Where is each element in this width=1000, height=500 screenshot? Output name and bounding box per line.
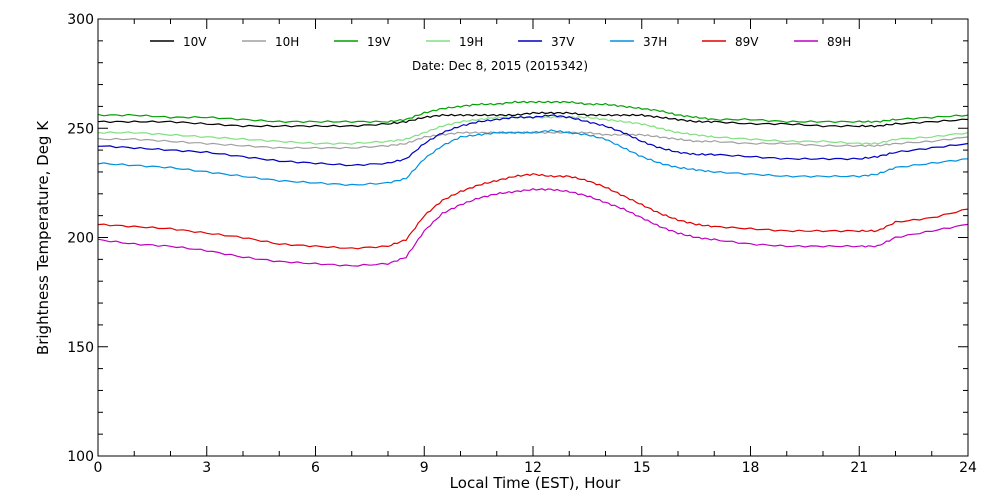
y-axis-title: Brightness Temperature, Deg K <box>34 120 52 355</box>
legend-label-37h: 37H <box>643 35 667 49</box>
legend-label-89v: 89V <box>735 35 759 49</box>
series-line-37v <box>97 114 969 167</box>
x-axis-title: Local Time (EST), Hour <box>450 474 621 492</box>
legend-label-10h: 10H <box>275 35 299 49</box>
legend-label-19v: 19V <box>367 35 391 49</box>
y-tick-label: 250 <box>67 121 94 137</box>
x-tick-label: 6 <box>311 460 320 476</box>
legend-label-19h: 19H <box>459 35 483 49</box>
y-tick-label: 300 <box>67 12 94 28</box>
x-tick-label: 3 <box>202 460 211 476</box>
x-tick-label: 24 <box>959 460 977 476</box>
legend-label-10v: 10V <box>183 35 207 49</box>
y-tick-label: 100 <box>67 449 94 465</box>
y-minor-ticks <box>98 40 968 435</box>
y-tick-label: 150 <box>67 340 94 356</box>
x-tick-label: 12 <box>524 460 542 476</box>
x-tick-label: 18 <box>742 460 760 476</box>
y-major-ticks <box>98 18 968 457</box>
series-line-19v <box>97 100 969 124</box>
x-tick-label: 9 <box>420 460 429 476</box>
plot-frame <box>97 18 969 457</box>
x-minor-ticks <box>133 19 933 456</box>
legend-label-89h: 89H <box>827 35 851 49</box>
chart-title: Date: Dec 8, 2015 (2015342) <box>412 59 588 73</box>
series-line-37h <box>97 129 969 187</box>
legend: 10V 10H 19V 19H 37V 37H 89V 89H <box>150 35 851 49</box>
y-tick-labels: 100 150 200 250 300 <box>67 12 94 465</box>
series-lines <box>97 100 969 267</box>
series-line-10v <box>97 111 969 128</box>
legend-label-37v: 37V <box>551 35 575 49</box>
x-tick-labels: 0 3 6 9 12 15 18 21 24 <box>94 460 977 476</box>
x-major-ticks <box>97 19 969 456</box>
series-line-89v <box>97 173 969 250</box>
series-line-10h <box>97 131 969 150</box>
x-tick-label: 15 <box>633 460 651 476</box>
y-tick-label: 200 <box>67 231 94 247</box>
series-line-89h <box>97 188 969 267</box>
x-tick-label: 0 <box>94 460 103 476</box>
series-line-19h <box>97 115 969 145</box>
x-tick-label: 21 <box>850 460 868 476</box>
